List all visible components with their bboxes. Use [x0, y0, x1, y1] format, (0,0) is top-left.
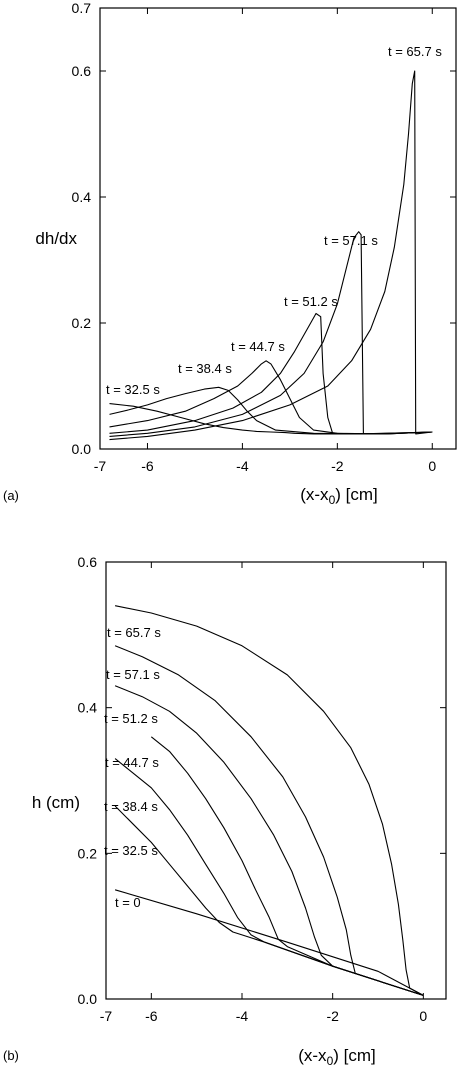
chart-b-series-label: t = 51.2 s [104, 711, 158, 726]
chart-b-svg: -7 -6 -4 -2 0 0.0 0.2 0.4 0.6 t = 0 t = 32.5 s t = … [3, 554, 447, 1068]
chart-b-x-axis-title-part: (x-x [298, 1046, 327, 1065]
chart-a-series-line [109, 360, 433, 435]
chart-b-series-label: t = 44.7 s [105, 755, 159, 770]
chart-b-x-tick-label: -4 [236, 1008, 249, 1024]
chart-a-series-line [109, 231, 433, 437]
chart-b-series-label: t = 32.5 s [104, 843, 158, 858]
chart-a-plot-frame [99, 7, 457, 450]
chart-b-series-line [114, 805, 424, 996]
chart-b-x-axis-title-suffix: ) [cm] [333, 1046, 376, 1065]
chart-a-y-tick-label: 0.6 [72, 63, 92, 79]
chart-b-series-line [114, 645, 424, 996]
chart-b-series-label: t = 65.7 s [107, 625, 161, 640]
chart-a-series-label: t = 51.2 s [284, 294, 338, 309]
chart-b-x-tick-label: -2 [326, 1008, 339, 1024]
chart-a-series-line [109, 70, 433, 441]
chart-b-series-label: t = 0 [115, 895, 141, 910]
chart-a-x-tick-label: -4 [236, 458, 249, 474]
chart-b-x-axis-title-sub: 0 [327, 1054, 334, 1068]
chart-a-x-axis-title-sub: 0 [329, 493, 336, 507]
chart-b-series-line [114, 605, 424, 996]
chart-a-x-axis-title-part: (x-x [300, 485, 329, 504]
chart-a-series-label: t = 32.5 s [106, 382, 160, 397]
chart-a-x-axis-title-suffix: ) [cm] [335, 485, 378, 504]
chart-b-plot-frame [105, 561, 447, 1000]
chart-b-y-tick-label: 0.4 [78, 700, 98, 716]
chart-a-series-label: t = 44.7 s [231, 339, 285, 354]
chart-b-y-axis-title: h (cm) [32, 793, 80, 812]
chart-a-x-tick-label: -2 [331, 458, 344, 474]
chart-b-x-tick-label: 0 [419, 1008, 427, 1024]
chart-a-y-tick-label: 0.7 [72, 0, 92, 16]
chart-a-series-label: t = 57.1 s [324, 233, 378, 248]
chart-a-series-label: t = 65.7 s [388, 44, 442, 59]
chart-a-series-label: t = 38.4 s [178, 361, 232, 376]
chart-a-x-tick-label: -6 [141, 458, 154, 474]
chart-b-series-line [114, 889, 424, 996]
chart-a-y-tick-label: 0.0 [72, 441, 92, 457]
chart-a-y-tick-label: 0.2 [72, 315, 92, 331]
chart-b-x-tick-label: -6 [145, 1008, 158, 1024]
panel-b-height-chart: -7 -6 -4 -2 0 0.0 0.2 0.4 0.6 t = 0 t = 32.5 s t = … [0, 540, 474, 1081]
chart-b-y-tick-label: 0.0 [78, 991, 98, 1007]
chart-a-series-line [109, 403, 433, 435]
chart-a-x-tick-label: 0 [428, 458, 436, 474]
chart-b-x-tick-label: -7 [100, 1008, 113, 1024]
chart-a-y-tick-label: 0.4 [72, 189, 92, 205]
chart-a-svg: -7 -6 -4 -2 0 0.0 0.2 0.4 0.6 0.7 t = 32.5 s t = 38… [3, 0, 457, 507]
chart-b-series-line [114, 758, 424, 996]
chart-b-panel-tag: (b) [3, 1048, 19, 1063]
chart-b-x-axis-title: (x-x0) [cm] [298, 1046, 376, 1068]
chart-a-series-line [109, 312, 433, 435]
chart-b-y-tick-label: 0.6 [78, 554, 98, 570]
chart-a-x-axis-title: (x-x0) [cm] [300, 485, 378, 507]
chart-a-series-line [109, 386, 433, 435]
chart-b-series-line [150, 736, 424, 996]
chart-b-series-label: t = 57.1 s [106, 667, 160, 682]
chart-b-series-line [114, 685, 424, 996]
chart-a-y-axis-title: dh/dx [35, 229, 77, 248]
chart-a-x-tick-label: -7 [94, 458, 107, 474]
chart-a-panel-tag: (a) [3, 488, 19, 503]
chart-b-series-label: t = 38.4 s [104, 799, 158, 814]
panel-a-dhdx-chart: -7 -6 -4 -2 0 0.0 0.2 0.4 0.6 0.7 t = 32.5 s t = 38… [0, 0, 474, 540]
chart-b-y-tick-label: 0.2 [78, 845, 98, 861]
